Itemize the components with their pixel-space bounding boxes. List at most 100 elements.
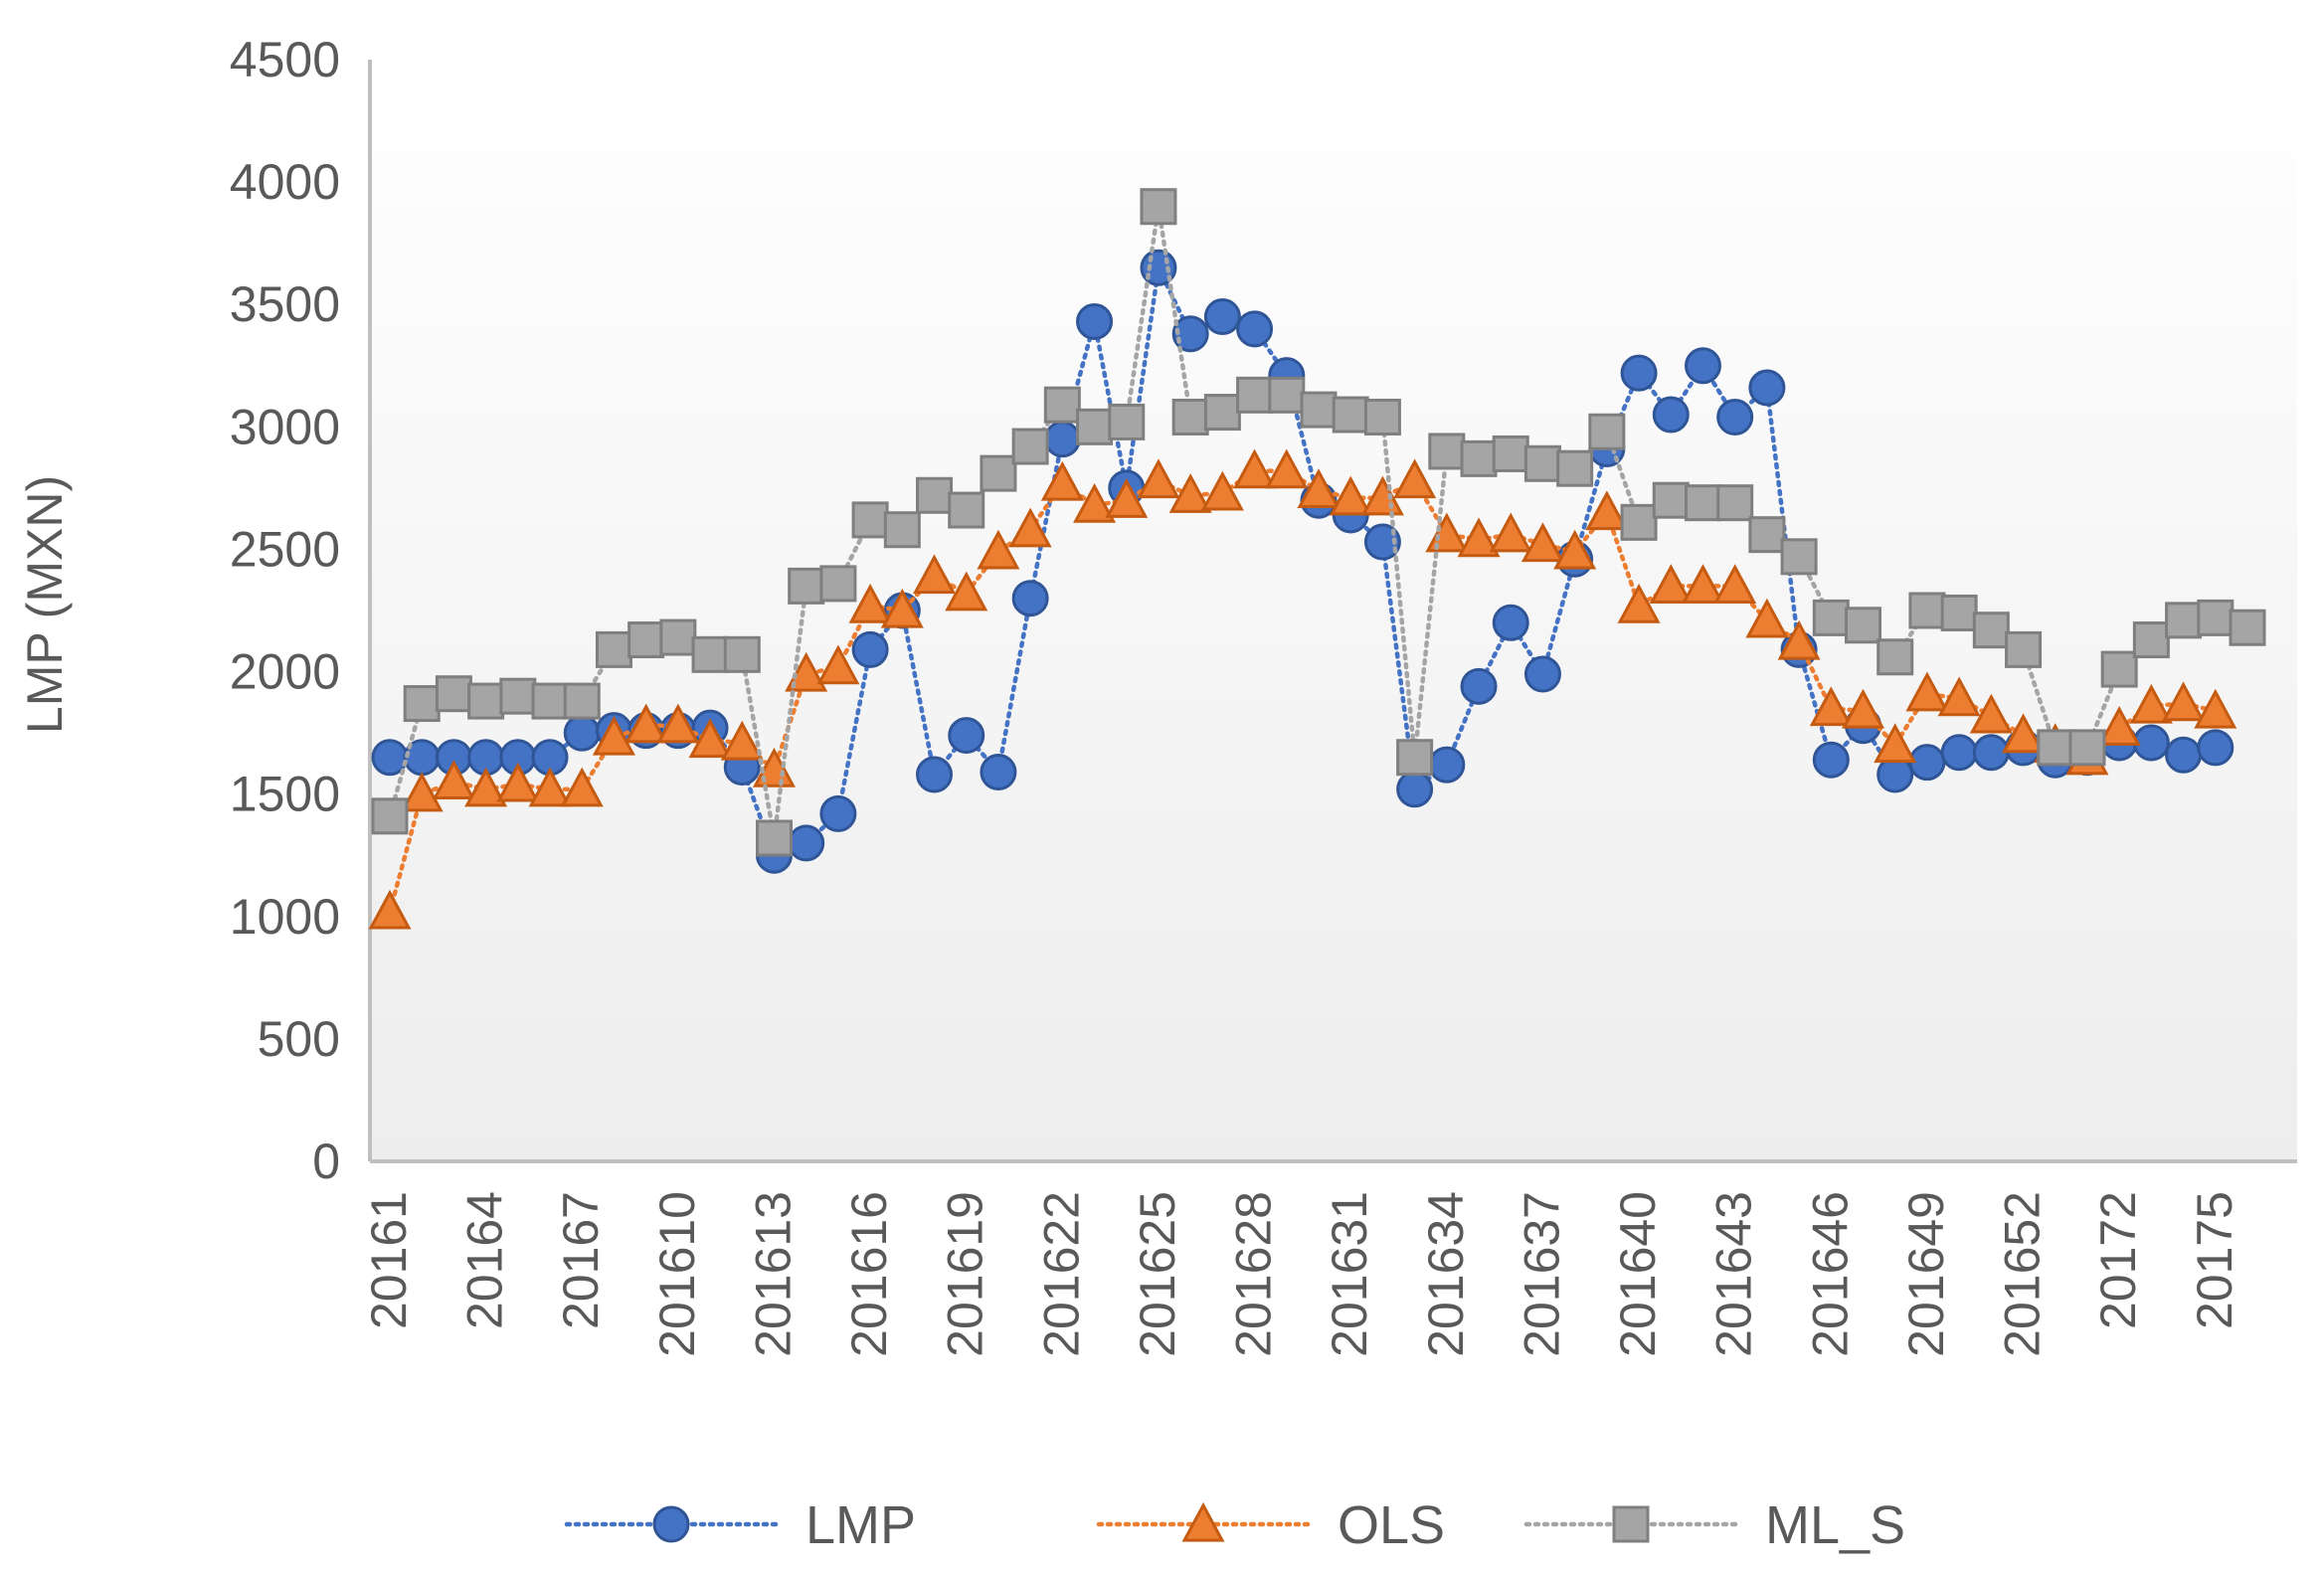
data-point-ml-s [1940,594,1978,631]
data-point-ml-s [371,797,409,835]
data-point-ols [400,772,444,812]
data-point-ols [1809,686,1853,727]
x-tick-label: 201646 [1802,1191,1858,1357]
x-tick-label: 201619 [938,1191,993,1357]
data-point-lmp [1236,310,1274,348]
data-point-ml-s [435,675,472,713]
data-point-ols [592,715,635,756]
data-point-ols [432,760,475,800]
data-point-ols [785,651,828,692]
data-point-ml-s [1108,403,1146,440]
x-tick-label: 20172 [2090,1191,2146,1329]
y-tick-label: 3500 [230,276,340,332]
data-point-lmp [563,714,601,752]
data-point-lmp [1396,771,1434,808]
data-point-ml-s [595,630,632,668]
data-point-ml-s [883,511,921,549]
x-tick-label: 201628 [1226,1191,1282,1357]
data-point-ols [1617,583,1661,623]
legend-label-ols: OLS [1338,1495,1445,1555]
data-point-ols [1457,517,1501,558]
legend-label-ml-s: ML_S [1765,1495,1905,1555]
data-point-lmp [1203,298,1241,336]
data-point-ml-s [1300,391,1338,429]
data-point-ml-s [1588,413,1626,450]
data-point-lmp [2165,736,2203,774]
data-point-lmp [1620,354,1658,392]
data-point-ols [1393,458,1437,499]
data-point-ols [816,644,860,685]
data-point-ml-s [531,682,569,720]
x-tick-label: 201643 [1706,1191,1762,1357]
data-point-ols [1713,564,1757,605]
x-tick-label: 201625 [1130,1191,1185,1357]
data-point-ml-s [403,685,441,723]
y-axis-title: LMP (MXN) [17,475,73,734]
data-point-ml-s [563,682,601,720]
data-point-ols [496,762,540,802]
data-point-ml-s [2132,621,2170,659]
data-point-lmp [1716,398,1754,436]
y-tick-label: 4000 [230,154,340,210]
data-point-ml-s [1076,408,1114,445]
x-tick-label: 201610 [649,1191,705,1357]
data-point-lmp [916,756,954,793]
series-ml-s [371,188,2266,857]
data-point-ols [1905,671,1949,712]
data-point-ols [2162,681,2206,722]
data-point-ols [2097,706,2141,746]
data-point-lmp [1940,734,1978,772]
data-point-ml-s [1203,394,1241,432]
y-tick-label: 4500 [230,32,340,87]
data-point-ml-s [2100,650,2138,688]
data-point-ols [1842,688,1885,729]
data-point-ml-s [2197,599,2235,636]
data-point-ml-s [1972,611,2010,649]
data-point-ols [1649,564,1693,605]
data-point-lmp [788,824,825,862]
data-point-ols [1297,468,1341,509]
data-point-ml-s [1043,386,1081,424]
data-point-ols [848,583,892,623]
data-point-ols [1425,512,1469,553]
data-point-ml-s [499,677,537,715]
data-point-ml-s [1236,376,1274,414]
axes: 0 500 1000 1500 2000 2500 3000 3500 4000 4500 2016… [230,32,2297,1357]
data-point-ml-s [659,618,697,656]
x-tick-label: 201616 [841,1191,897,1357]
data-point-ols [1874,723,1917,764]
data-point-ols [2002,713,2046,754]
data-point-ml-s [980,454,1017,492]
x-tick-label: 201634 [1418,1191,1474,1357]
plot-area [370,60,2297,1161]
legend-item-ols: OLS [1096,1495,1445,1555]
x-tick-label: 201649 [1898,1191,1954,1357]
data-point-ols [560,767,604,807]
data-point-ols [528,767,572,807]
data-point-lmp [1428,746,1466,784]
data-point-ml-s [2229,609,2266,646]
data-point-ols [1745,598,1789,638]
y-tick-label: 3000 [230,399,340,454]
x-tick-label: 201637 [1514,1191,1569,1357]
data-point-ols [1969,693,2013,734]
y-tick-label: 2000 [230,644,340,700]
data-point-ols [1105,478,1149,518]
data-point-ml-s [1556,449,1594,487]
data-point-ols [1008,507,1052,548]
data-point-ml-s [1011,428,1049,465]
x-tick-label: 201631 [1322,1191,1377,1357]
data-point-ols [688,718,732,759]
data-point-ml-s [691,635,729,673]
data-point-lmp [1492,604,1529,641]
data-point-ols [1777,619,1821,660]
data-point-ml-s [1523,444,1561,482]
data-point-lmp [980,754,1017,791]
data-point-ml-s [755,819,793,857]
data-point-ols [1168,473,1212,513]
data-point-lmp [1812,741,1850,779]
data-point-ols [1681,564,1724,605]
data-point-ols [2129,683,2173,724]
legend-marker-ml-s [1612,1505,1650,1543]
